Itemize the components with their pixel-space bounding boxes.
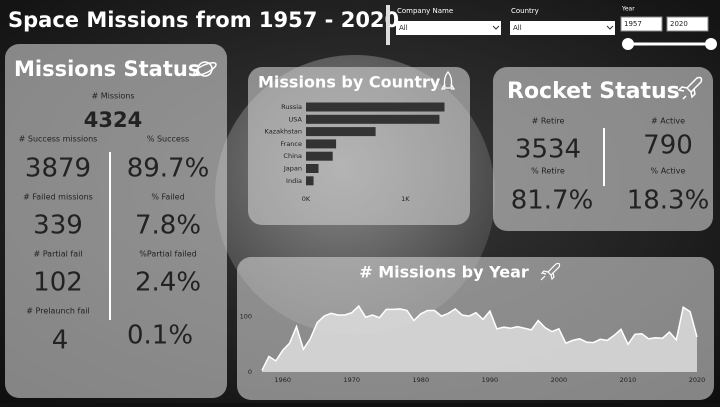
year-input[interactable] xyxy=(620,16,663,32)
kpi-label: # Retire xyxy=(532,117,565,126)
kpi-value: 102 xyxy=(33,268,83,298)
slider-handle[interactable] xyxy=(705,38,717,50)
kpi-value: 0.1% xyxy=(127,321,193,351)
year-to[interactable]: 2020 xyxy=(670,20,688,28)
filter-label: Company Name xyxy=(397,7,453,15)
kpi-value: 339 xyxy=(33,211,83,241)
x-tick-label: 1990 xyxy=(482,376,499,384)
kpi-value: 3879 xyxy=(25,154,91,184)
x-tick-label: 1970 xyxy=(343,376,360,384)
kpi-value: 2.4% xyxy=(135,268,201,298)
chart-title: Missions by Country xyxy=(258,73,441,92)
rocket-icon xyxy=(540,262,561,281)
kpi-value: 7.8% xyxy=(135,211,201,241)
card-title: Rocket Status xyxy=(507,79,680,104)
card xyxy=(5,44,227,398)
rocket-icon xyxy=(440,70,456,90)
dropdown-value[interactable]: All xyxy=(513,24,522,32)
line xyxy=(261,304,698,371)
y-tick-label: 100 xyxy=(240,313,252,321)
y-tick-label: India xyxy=(286,177,302,185)
dropdown[interactable] xyxy=(396,21,501,35)
kpi-label: % Failed xyxy=(151,193,184,202)
kpi-label: # Missions xyxy=(91,92,134,101)
filter-label: Country xyxy=(511,7,539,15)
kpi-label: # Success missions xyxy=(19,135,98,144)
card-title: Missions Status xyxy=(14,57,200,81)
bar xyxy=(306,151,333,161)
bar xyxy=(306,164,319,173)
planet-icon xyxy=(193,61,217,77)
x-tick-label: 2000 xyxy=(551,376,568,384)
kpi-label: %Partial failed xyxy=(139,250,196,259)
y-tick-label: Kazakhstan xyxy=(265,128,302,136)
x-tick-label: 1960 xyxy=(274,376,291,384)
kpi-label: # Partial fail xyxy=(33,250,82,259)
y-tick-label: 0 xyxy=(248,368,252,376)
kpi-label: % Active xyxy=(651,167,686,176)
kpi-label: % Retire xyxy=(531,167,565,176)
x-tick-label: 1980 xyxy=(413,376,430,384)
x-tick-label: 1K xyxy=(401,195,410,203)
bar xyxy=(306,176,314,186)
kpi-value: 3534 xyxy=(515,135,581,165)
country-chart: Missions by Country Russia USA Kazakhstan Fr… xyxy=(258,73,445,203)
filter-label: Year xyxy=(621,6,635,13)
kpi-value: 18.3% xyxy=(627,186,710,216)
kpi-value: 790 xyxy=(643,131,693,161)
kpi-label: % Success xyxy=(147,135,189,144)
x-tick-label: 2010 xyxy=(620,376,637,384)
kpi-label: # Active xyxy=(651,117,685,126)
kpi-value: 4324 xyxy=(84,108,142,132)
kpi-value: 81.7% xyxy=(511,186,594,216)
slider-handle[interactable] xyxy=(622,38,634,50)
y-tick-label: France xyxy=(280,140,302,148)
kpi-value: 4 xyxy=(52,326,69,356)
year-input[interactable] xyxy=(666,16,709,32)
y-tick-label: China xyxy=(283,152,302,160)
kpi-value: 89.7% xyxy=(127,154,210,184)
bar xyxy=(306,114,440,124)
bar xyxy=(306,102,445,112)
kpi-label: # Failed missions xyxy=(23,193,93,202)
rocket-icon xyxy=(677,76,703,100)
dropdown-arrow xyxy=(492,25,500,30)
y-tick-label: Russia xyxy=(281,103,302,111)
kpi-label: # Prelaunch fail xyxy=(26,307,89,316)
dropdown-value[interactable]: All xyxy=(399,24,408,32)
x-tick-label: 0K xyxy=(302,195,311,203)
y-tick-label: USA xyxy=(289,115,303,123)
x-tick-label: 2020 xyxy=(689,376,706,384)
chart-title: # Missions by Year xyxy=(359,263,529,282)
year-chart: # Missions by Year 0 100 1960 1970 1980 1990 20… xyxy=(240,263,706,385)
dropdown-arrow xyxy=(606,25,614,30)
y-tick-label: Japan xyxy=(283,165,302,173)
dropdown[interactable] xyxy=(510,21,615,35)
bar xyxy=(306,139,337,149)
year-from[interactable]: 1957 xyxy=(624,20,642,28)
area xyxy=(262,306,697,372)
divider xyxy=(386,5,390,45)
page-title: Space Missions from 1957 - 2020 xyxy=(8,8,399,32)
bar xyxy=(306,127,376,137)
